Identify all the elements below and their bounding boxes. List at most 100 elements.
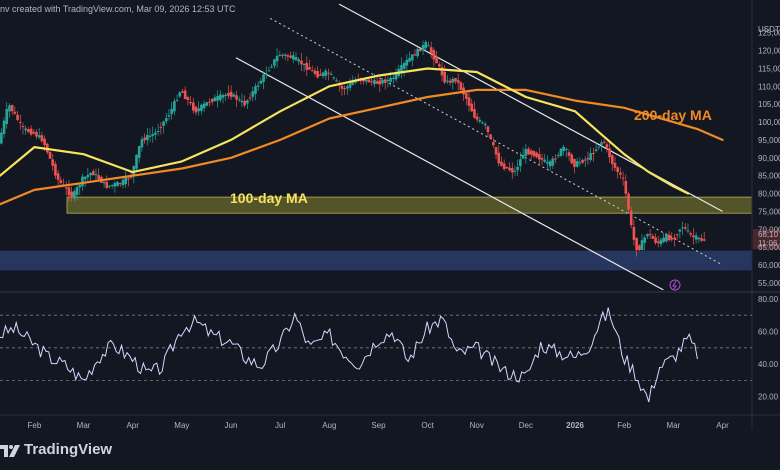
candle-body [83,176,87,180]
candle-body [548,161,552,167]
candle-body [694,235,698,240]
candle-body [273,59,276,66]
tradingview-logo: TradingView [0,441,112,458]
candle-body [375,81,379,84]
candle-body [675,234,679,236]
rsi-tick-label: 20.00 [758,393,779,402]
price-tick-label: 125,000 [758,29,780,38]
candle-body [129,176,133,178]
main-plot: 200-day MA 100-day MA [0,3,752,290]
candle-body [508,167,511,171]
candle-body [589,153,592,161]
candle-body [619,172,622,175]
candle-body [297,59,301,62]
price-tick-label: 95,000 [758,136,780,145]
candle-body [308,67,311,70]
candle-body [10,105,14,112]
candle-body [605,144,609,148]
candle-body [24,128,27,131]
candle-body [700,238,703,241]
candle-body [148,135,152,137]
channel-mid-line [270,17,723,266]
candle-body [21,126,25,128]
candle-body [481,122,484,124]
candle-body [189,101,192,104]
currency-label: USDT [758,25,780,34]
candle-body [127,178,130,180]
candle-body [2,120,6,134]
last-price-tag [753,229,780,250]
countdown-label: 11:06 [758,239,778,248]
candle-body [289,55,292,58]
candle-body [283,54,287,57]
candle-body [624,180,628,194]
candle-body [286,55,290,57]
price-tick-label: 85,000 [758,172,780,181]
candle-body [73,191,76,199]
candle-body [456,80,460,83]
candle-body [532,150,536,157]
candle-body [586,158,590,160]
candle-body [340,85,344,89]
candle-body [78,184,82,188]
candle-body [37,135,41,138]
candle-body [200,104,203,111]
candle-body [13,111,17,114]
candle-body [159,127,163,129]
candle-body [559,148,563,156]
candle-body [151,134,155,136]
candle-body [510,168,514,173]
candle-body [143,137,146,141]
candle-body [321,72,325,77]
candle-body [432,50,436,60]
candle-body [451,78,455,83]
candle-body [683,227,687,229]
price-tick-label: 55,000 [758,279,780,288]
candle-body [443,71,446,83]
candle-body [91,171,95,176]
candle-body [697,237,701,240]
candle-body [105,182,109,189]
rsi-tick-label: 80.00 [758,295,779,304]
candle-body [305,62,309,70]
candle-body [86,174,90,178]
candle-body [546,161,549,164]
candle-body [5,108,9,124]
candle-body [459,82,463,90]
candle-body [202,103,206,109]
candle-body [18,121,22,123]
candle-body [521,154,525,159]
candle-body [702,239,706,241]
candle-body [629,210,633,226]
candle-body [543,159,547,162]
candle-body [32,131,36,134]
candle-body [440,66,444,76]
candle-body [262,74,265,83]
candle-body [116,181,119,187]
tradingview-logo-text: TradingView [24,441,113,458]
candle-body [121,179,125,186]
candle-body [70,191,73,198]
rsi-tick-label: 40.00 [758,360,779,369]
candle-body [183,90,187,99]
candle-body [256,85,260,87]
candle-body [581,159,584,163]
candle-body [381,80,384,84]
candle-body [232,94,236,97]
candle-body [175,99,179,101]
candle-body [324,70,328,77]
candle-body [210,98,214,102]
candle-body [59,180,63,183]
candle-body [164,118,168,122]
candle-body [319,74,322,76]
candle-body [643,237,647,243]
candle-body [470,103,474,112]
chart-header: nv created with TradingView.com, Mar 09,… [0,4,236,14]
candle-body [216,95,219,101]
alert-icon [669,279,681,291]
candle-body [378,80,382,85]
candle-body [638,245,641,250]
candle-body [343,88,346,90]
candle-body [656,241,660,244]
